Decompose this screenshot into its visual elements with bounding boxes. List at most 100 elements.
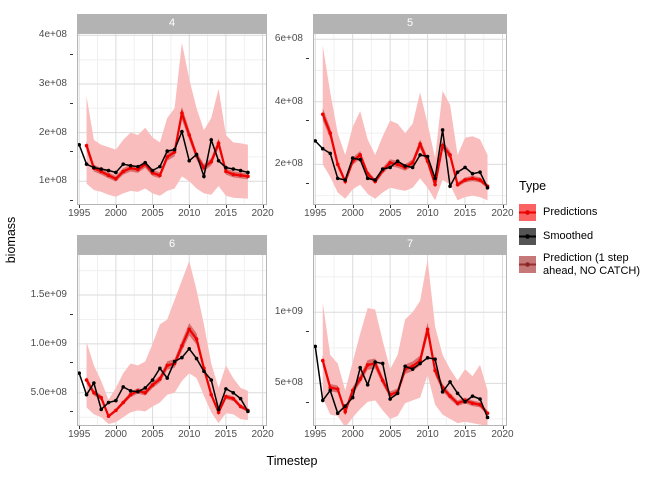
facet-strip-label: 7	[313, 235, 507, 254]
x-tick-mark	[152, 426, 154, 429]
x-tick-mark	[262, 205, 264, 208]
y-tick-label: 5e+08	[274, 377, 303, 389]
x-tick-mark	[427, 205, 429, 208]
predictions-point	[128, 392, 133, 397]
smoothed-point	[238, 168, 243, 173]
facet-panel-6: 6 5.0e+08 1.0e+09 1.5e+09 1995 2000 2005 2010…	[31, 235, 274, 440]
smoothed-point	[224, 387, 228, 391]
smoothed-point	[216, 407, 221, 412]
y-tick-label: 2e+08	[38, 126, 67, 138]
smoothed-point	[410, 367, 415, 371]
smoothed-point	[158, 366, 162, 371]
x-axis: 1995 2000 2005 2010 2015 2020	[304, 205, 514, 221]
smoothed-key-icon	[519, 228, 536, 245]
smoothed-point	[172, 147, 177, 152]
x-tick-label: 2015	[214, 429, 238, 440]
smoothed-point	[99, 167, 104, 171]
predictions-point	[238, 404, 243, 409]
x-tick-mark	[502, 426, 504, 429]
predictions-point	[121, 169, 126, 174]
facet-strip-label: 6	[77, 235, 267, 254]
smoothed-point	[194, 152, 199, 157]
predictions-point	[440, 143, 445, 148]
y-tick-mark	[70, 151, 73, 153]
smoothed-point	[388, 397, 392, 401]
x-tick-label: 2005	[141, 429, 164, 440]
smoothed-point	[143, 160, 148, 165]
x-tick-mark	[225, 426, 227, 429]
predictions-point	[209, 159, 214, 164]
x-tick-label: 2005	[379, 429, 402, 440]
x-axis: 1995 2000 2005 2010 2015 2020	[304, 426, 514, 442]
predictions-point	[470, 176, 475, 181]
y-tick-mark	[70, 411, 73, 413]
smoothed-point	[209, 138, 214, 142]
x-tick-mark	[189, 205, 191, 208]
panel-border	[313, 33, 507, 205]
predictions-point	[358, 153, 362, 157]
panel-border	[77, 254, 267, 426]
x-axis-title: Timestep	[266, 454, 318, 468]
plot-area	[313, 33, 507, 205]
predictions-point	[165, 155, 170, 159]
predictions-point	[328, 131, 333, 135]
facet-strip-label: 5	[313, 14, 507, 33]
x-tick-mark	[465, 205, 467, 208]
smoothed-point	[448, 184, 452, 189]
smoothed-point	[106, 400, 111, 405]
smoothed-point	[335, 176, 340, 181]
x-tick-mark	[152, 205, 154, 208]
smoothed-point	[328, 388, 333, 393]
smoothed-point	[180, 355, 184, 360]
legend-item-prediction-1step: Prediction (1 step ahead, NO CATCH)	[519, 252, 671, 277]
legend-item-predictions: Predictions	[519, 204, 671, 221]
x-tick-mark	[225, 205, 227, 208]
x-tick-label: 2010	[178, 208, 201, 219]
predictions-point	[335, 162, 340, 167]
smoothed-point	[463, 165, 467, 170]
predictions-point	[463, 178, 467, 182]
panel-svg	[313, 254, 507, 426]
predictions-point	[194, 337, 199, 341]
y-tick-mark	[306, 120, 309, 122]
predictions-point	[433, 182, 437, 187]
y-tick-mark	[70, 362, 73, 364]
smoothed-point	[202, 174, 206, 179]
smoothed-point	[335, 411, 340, 416]
predictions-point	[410, 160, 415, 165]
x-tick-mark	[465, 426, 467, 429]
predictions-point	[121, 400, 126, 405]
smoothed-point	[463, 400, 467, 404]
smoothed-point	[313, 344, 318, 349]
smoothed-point	[84, 162, 89, 166]
smoothed-point	[373, 178, 377, 182]
smoothed-point	[136, 164, 140, 169]
legend: Type Predictions Smoothed Predicti	[519, 179, 671, 284]
panel-svg	[77, 254, 267, 426]
predictions-point	[320, 112, 325, 117]
smoothed-point	[92, 165, 96, 170]
x-tick-mark	[189, 426, 191, 429]
predictions-point	[395, 162, 400, 167]
x-tick-mark	[427, 426, 429, 429]
smoothed-point	[358, 157, 362, 162]
predictions-point	[224, 394, 228, 399]
predictions-point	[448, 394, 452, 398]
smoothed-point	[320, 146, 325, 151]
smoothed-point	[328, 151, 333, 156]
smoothed-point	[187, 158, 192, 163]
x-tick-label: 2000	[104, 429, 127, 440]
smoothed-point	[448, 380, 452, 384]
x-tick-label: 2010	[416, 429, 439, 440]
y-axis: 5e+08 1e+09	[266, 254, 309, 426]
plot-area	[313, 254, 507, 426]
smoothed-point	[470, 171, 475, 176]
smoothed-point	[114, 170, 118, 175]
smoothed-point	[358, 365, 362, 370]
smoothed-point	[136, 389, 140, 394]
predictions-point	[365, 363, 370, 367]
y-tick-mark	[70, 53, 73, 55]
one-step-ahead-band	[86, 106, 248, 182]
panel-svg	[77, 33, 267, 205]
